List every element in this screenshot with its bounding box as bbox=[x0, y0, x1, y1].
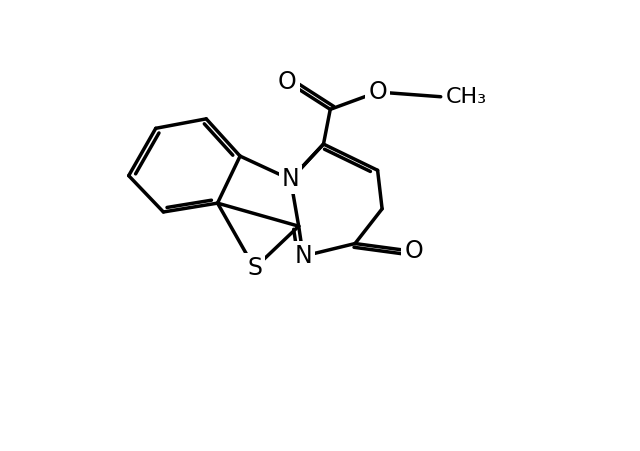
Text: N: N bbox=[294, 244, 312, 268]
Text: O: O bbox=[278, 70, 297, 94]
Text: N: N bbox=[282, 167, 300, 192]
Text: CH₃: CH₃ bbox=[445, 87, 487, 107]
Text: S: S bbox=[247, 256, 262, 280]
Text: O: O bbox=[404, 239, 423, 263]
Text: O: O bbox=[368, 80, 387, 104]
